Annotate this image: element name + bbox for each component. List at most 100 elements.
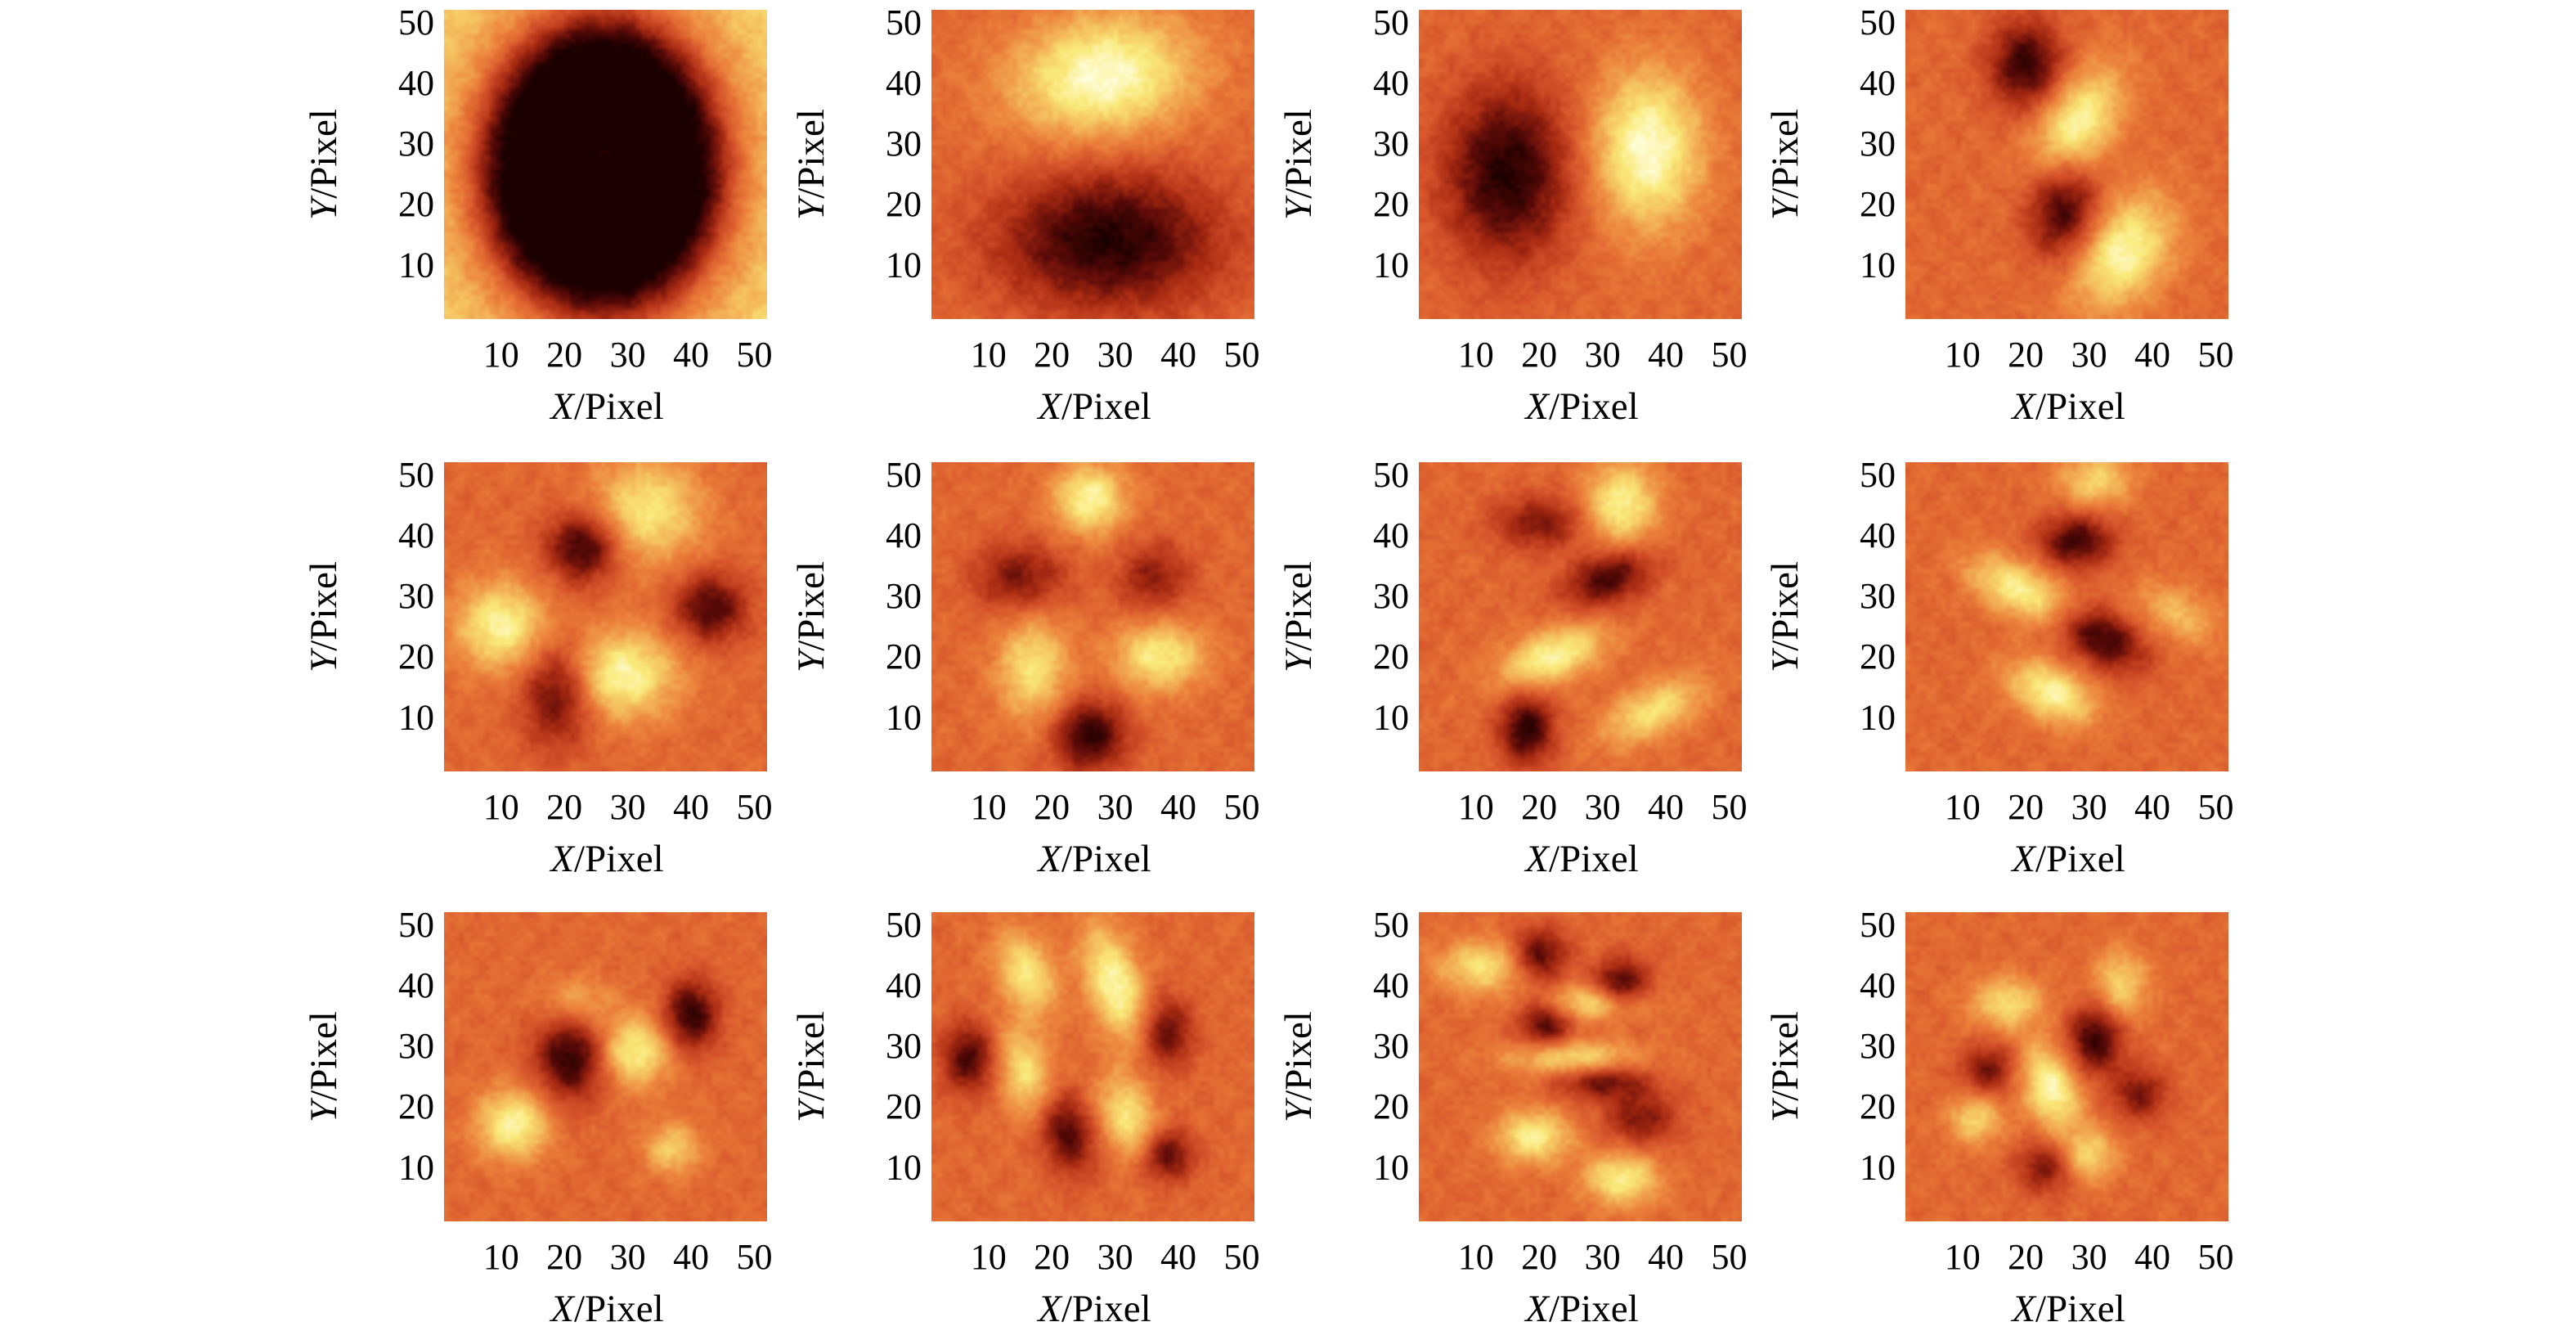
heatmap-panel-3: 10 20 30 40 50 10 20 30 40 50 X/Pixel Y/Pixel <box>1277 2 1748 428</box>
x-axis-label: X/Pixel <box>549 1288 663 1330</box>
x-tick-label: 10 <box>1945 335 1981 375</box>
y-tick-label: 10 <box>398 697 434 737</box>
y-axis-label: Y/Pixel <box>1277 109 1320 220</box>
heatmap-image-12 <box>1905 912 2228 1221</box>
x-axis-label: X/Pixel <box>2010 838 2125 880</box>
y-tick-label: 40 <box>1860 965 1896 1005</box>
heatmap-panel-5: 10 20 30 40 50 10 20 30 40 50 X/Pixel Y/Pixel <box>303 455 773 880</box>
y-axis-label: Y/Pixel <box>303 561 345 672</box>
y-tick-label: 10 <box>398 245 434 285</box>
x-tick-label: 50 <box>737 787 773 827</box>
y-tick-label: 50 <box>1373 455 1409 495</box>
heatmap-image-10 <box>931 912 1254 1221</box>
x-axis-label: X/Pixel <box>1036 838 1151 880</box>
y-axis-label: Y/Pixel <box>1277 561 1320 672</box>
x-tick-label: 20 <box>1034 787 1070 827</box>
x-tick-label: 50 <box>1224 787 1260 827</box>
x-tick-label: 10 <box>1458 335 1494 375</box>
x-tick-label: 30 <box>610 1237 646 1277</box>
y-tick-label: 10 <box>886 697 922 737</box>
x-tick-label: 10 <box>1458 1237 1494 1277</box>
y-tick-label: 30 <box>1860 124 1896 164</box>
y-tick-label: 10 <box>1860 697 1896 737</box>
x-tick-label: 10 <box>483 787 519 827</box>
y-axis-label: Y/Pixel <box>303 109 345 220</box>
y-tick-label: 50 <box>398 905 434 945</box>
y-tick-label: 50 <box>886 905 922 945</box>
y-tick-label: 50 <box>886 455 922 495</box>
x-tick-label: 10 <box>483 1237 519 1277</box>
heatmap-image-11 <box>1419 912 1742 1221</box>
x-axis-label: X/Pixel <box>1524 1288 1638 1330</box>
y-axis-label: Y/Pixel <box>790 561 832 672</box>
x-tick-label: 30 <box>1585 787 1621 827</box>
y-tick-label: 20 <box>1860 184 1896 224</box>
x-tick-label: 50 <box>1224 335 1260 375</box>
y-tick-label: 30 <box>886 576 922 616</box>
y-tick-label: 40 <box>886 965 922 1005</box>
y-tick-label: 30 <box>886 124 922 164</box>
x-tick-label: 20 <box>2008 787 2044 827</box>
x-tick-label: 10 <box>971 787 1007 827</box>
heatmap-image-8 <box>1905 462 2228 771</box>
y-tick-label: 10 <box>1860 245 1896 285</box>
x-tick-label: 30 <box>1097 335 1133 375</box>
x-axis-label: X/Pixel <box>1036 385 1151 428</box>
y-tick-label: 20 <box>398 184 434 224</box>
x-tick-label: 50 <box>737 335 773 375</box>
heatmap-image-7 <box>1419 462 1742 771</box>
y-tick-label: 20 <box>886 1086 922 1126</box>
y-tick-label: 20 <box>1373 636 1409 677</box>
x-tick-label: 30 <box>1585 335 1621 375</box>
y-tick-label: 20 <box>1373 1086 1409 1126</box>
x-tick-label: 40 <box>1648 1237 1684 1277</box>
x-axis-label: X/Pixel <box>549 385 663 428</box>
y-tick-label: 40 <box>1373 965 1409 1005</box>
x-tick-label: 40 <box>2134 335 2170 375</box>
y-tick-label: 50 <box>1860 905 1896 945</box>
heatmap-image-5 <box>444 462 767 771</box>
y-tick-label: 10 <box>1860 1147 1896 1187</box>
y-tick-label: 50 <box>1373 2 1409 43</box>
x-tick-label: 30 <box>610 787 646 827</box>
x-tick-label: 50 <box>2198 787 2234 827</box>
x-tick-label: 30 <box>610 335 646 375</box>
x-tick-label: 20 <box>1521 335 1557 375</box>
y-tick-label: 50 <box>1373 905 1409 945</box>
y-tick-label: 40 <box>398 965 434 1005</box>
y-axis-label: Y/Pixel <box>790 109 832 220</box>
y-axis-label: Y/Pixel <box>1764 561 1806 672</box>
x-tick-label: 20 <box>546 787 582 827</box>
y-tick-label: 40 <box>1860 63 1896 103</box>
x-tick-label: 30 <box>2071 335 2107 375</box>
x-tick-label: 10 <box>971 1237 1007 1277</box>
x-tick-label: 10 <box>483 335 519 375</box>
x-tick-label: 20 <box>546 335 582 375</box>
x-axis-label: X/Pixel <box>1524 838 1638 880</box>
y-tick-label: 30 <box>1373 576 1409 616</box>
x-tick-label: 50 <box>1712 335 1748 375</box>
x-tick-label: 10 <box>1945 1237 1981 1277</box>
y-tick-label: 50 <box>1860 2 1896 43</box>
x-tick-label: 20 <box>2008 1237 2044 1277</box>
x-tick-label: 30 <box>1097 787 1133 827</box>
y-tick-label: 20 <box>1860 636 1896 677</box>
x-tick-label: 20 <box>2008 335 2044 375</box>
heatmap-image-1 <box>444 10 767 319</box>
y-tick-label: 10 <box>1373 245 1409 285</box>
x-tick-label: 50 <box>1224 1237 1260 1277</box>
x-axis-label: X/Pixel <box>1036 1288 1151 1330</box>
y-tick-label: 10 <box>398 1147 434 1187</box>
y-tick-label: 40 <box>1373 515 1409 555</box>
y-axis-label: Y/Pixel <box>790 1011 832 1122</box>
y-tick-label: 30 <box>1373 124 1409 164</box>
y-tick-label: 30 <box>886 1026 922 1066</box>
y-tick-label: 40 <box>886 63 922 103</box>
x-tick-label: 40 <box>1648 335 1684 375</box>
x-tick-label: 40 <box>673 1237 709 1277</box>
y-tick-label: 40 <box>886 515 922 555</box>
y-axis-label: Y/Pixel <box>303 1011 345 1122</box>
x-tick-label: 50 <box>1712 787 1748 827</box>
heatmap-image-2 <box>931 10 1254 319</box>
